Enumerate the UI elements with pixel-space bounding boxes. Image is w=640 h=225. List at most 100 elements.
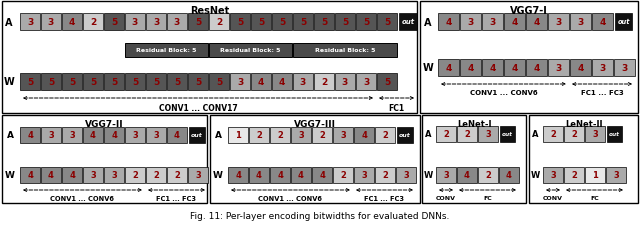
Bar (564, 126, 584, 142)
Bar (210, 115, 420, 203)
Text: LeNet-II: LeNet-II (564, 120, 602, 129)
Text: 5: 5 (279, 18, 285, 27)
Text: VGG7-I: VGG7-I (510, 6, 548, 16)
Bar (504, 60, 525, 77)
Bar (377, 14, 397, 31)
Bar (356, 74, 376, 91)
Bar (548, 14, 569, 31)
Bar (478, 126, 498, 142)
Text: 4: 4 (90, 131, 96, 140)
Bar (167, 14, 187, 31)
Bar (293, 44, 397, 58)
Bar (312, 167, 332, 183)
Text: 5: 5 (321, 18, 327, 27)
Bar (188, 74, 208, 91)
Text: 3: 3 (132, 131, 138, 140)
Text: 1: 1 (235, 131, 241, 140)
Text: 3: 3 (298, 131, 304, 140)
Bar (460, 60, 481, 77)
Bar (41, 167, 61, 183)
Bar (270, 127, 290, 143)
Bar (335, 74, 355, 91)
Bar (62, 127, 82, 143)
Bar (62, 167, 82, 183)
Text: 3: 3 (340, 131, 346, 140)
Bar (314, 74, 334, 91)
Bar (20, 74, 40, 91)
Text: 4: 4 (279, 78, 285, 87)
Text: 5: 5 (195, 78, 201, 87)
Bar (83, 127, 103, 143)
Text: 3: 3 (300, 78, 306, 87)
Text: 5: 5 (48, 78, 54, 87)
Bar (230, 14, 250, 31)
Bar (188, 14, 208, 31)
Text: 3: 3 (613, 171, 619, 180)
Bar (146, 14, 166, 31)
Text: 2: 2 (321, 78, 327, 87)
Text: 2: 2 (256, 131, 262, 140)
Text: 2: 2 (464, 130, 470, 139)
Bar (438, 14, 459, 31)
Bar (335, 14, 355, 31)
Bar (375, 127, 395, 143)
Bar (499, 167, 519, 183)
Text: out: out (191, 133, 203, 138)
Text: 5: 5 (132, 78, 138, 87)
Text: 3: 3 (592, 130, 598, 139)
Bar (615, 14, 632, 31)
Bar (83, 167, 103, 183)
Text: 5: 5 (195, 18, 201, 27)
Text: 2: 2 (571, 130, 577, 139)
Text: 3: 3 (621, 64, 628, 73)
Bar (375, 167, 395, 183)
Text: W: W (5, 171, 15, 180)
Bar (2, 115, 207, 203)
Text: out: out (401, 19, 415, 25)
Text: CONV1 ... CONV6: CONV1 ... CONV6 (51, 195, 115, 201)
Bar (272, 14, 292, 31)
Text: 5: 5 (384, 18, 390, 27)
Text: 3: 3 (153, 131, 159, 140)
Text: 3: 3 (403, 171, 409, 180)
Text: W: W (213, 171, 223, 180)
Text: FC: FC (483, 195, 492, 200)
Bar (167, 167, 187, 183)
Text: 4: 4 (533, 18, 540, 27)
Bar (230, 74, 250, 91)
Bar (312, 127, 332, 143)
Bar (614, 60, 635, 77)
Text: 3: 3 (550, 171, 556, 180)
Text: 4: 4 (235, 171, 241, 180)
Text: FC1 ... FC3: FC1 ... FC3 (365, 195, 404, 201)
Text: CONV: CONV (543, 195, 563, 200)
Bar (228, 167, 248, 183)
Text: 2: 2 (132, 171, 138, 180)
Bar (104, 14, 124, 31)
Text: 5: 5 (27, 78, 33, 87)
Text: Residual Block: 5: Residual Block: 5 (315, 48, 375, 53)
Text: 3: 3 (174, 18, 180, 27)
Text: 4: 4 (277, 171, 283, 180)
Text: 4: 4 (445, 18, 452, 27)
Text: 5: 5 (69, 78, 75, 87)
Bar (167, 74, 187, 91)
Bar (188, 167, 208, 183)
Text: 5: 5 (174, 78, 180, 87)
Bar (526, 14, 547, 31)
Bar (356, 14, 376, 31)
Text: 4: 4 (511, 18, 518, 27)
Text: 4: 4 (174, 131, 180, 140)
Text: 4: 4 (464, 171, 470, 180)
Text: 3: 3 (556, 64, 562, 73)
Bar (125, 167, 145, 183)
Bar (20, 167, 40, 183)
Bar (548, 60, 569, 77)
Text: 5: 5 (90, 78, 96, 87)
Text: 3: 3 (443, 171, 449, 180)
Text: 3: 3 (490, 18, 495, 27)
Bar (104, 167, 124, 183)
Bar (354, 167, 374, 183)
Text: 4: 4 (27, 131, 33, 140)
Bar (2, 2, 417, 113)
